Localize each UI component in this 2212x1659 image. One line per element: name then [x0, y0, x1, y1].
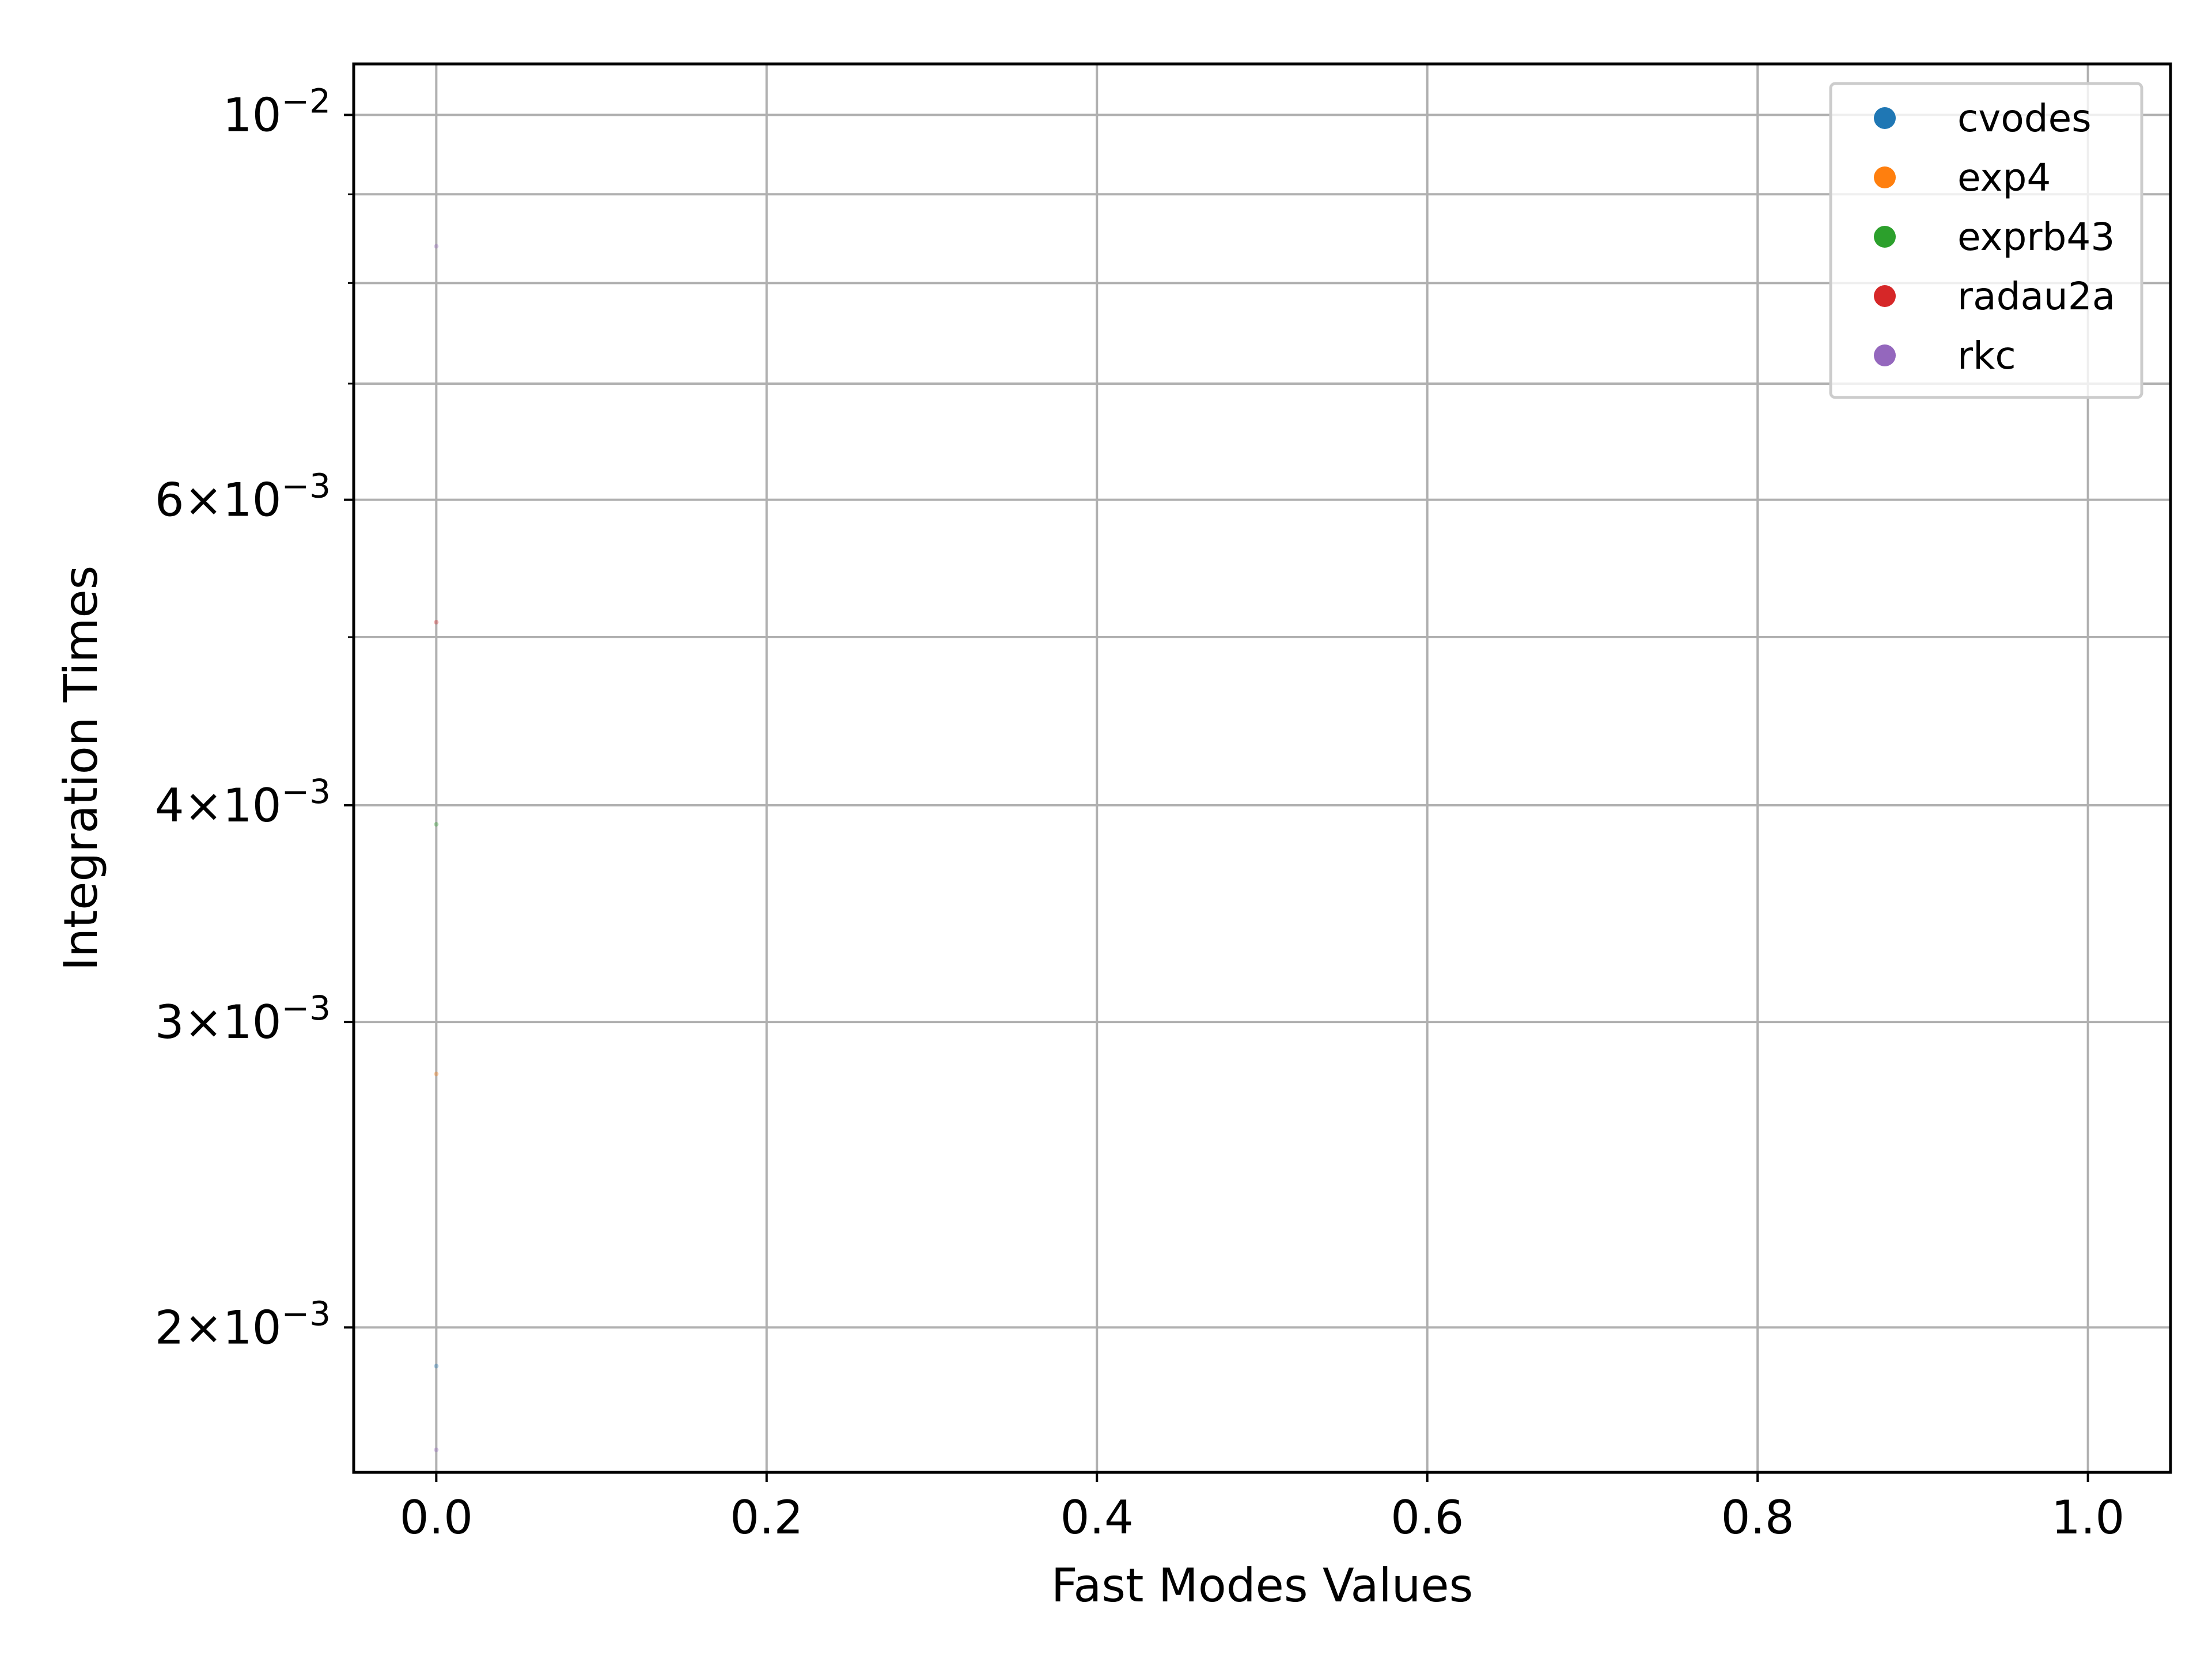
- legend-marker-radau2a: [1874, 285, 1896, 307]
- data-point-exp4: [434, 1071, 439, 1077]
- data-point-exprb43: [434, 821, 439, 827]
- y-tick-label: 6×10−3: [155, 467, 331, 527]
- legend-label-radau2a: radau2a: [1957, 274, 2115, 319]
- data-point-radau2a: [434, 620, 439, 625]
- x-tick-label: 0.6: [1391, 1491, 1464, 1544]
- y-tick-label: 3×10−3: [155, 988, 331, 1049]
- data-point-cvodes: [434, 1363, 439, 1369]
- legend-label-exp4: exp4: [1957, 156, 2051, 200]
- legend-marker-rkc: [1874, 344, 1896, 366]
- plot-frame: [352, 62, 2172, 1474]
- legend-marker-cvodes: [1874, 107, 1896, 129]
- x-tick-label: 0.0: [400, 1491, 473, 1544]
- legend-marker-exprb43: [1874, 226, 1896, 248]
- ticks-layer: 0.0 0.2 0.4 0.6 0.8 1.0 10−2 6×10−3 4×10−3 3×10−3…: [155, 81, 2124, 1544]
- y-tick-label: 10−2: [223, 81, 331, 142]
- data-point-rkc: [434, 244, 439, 249]
- y-tick-label: 4×10−3: [155, 772, 331, 832]
- legend-box: [1829, 82, 2143, 399]
- x-tick-label: 0.8: [1721, 1491, 1794, 1544]
- x-axis-label: Fast Modes Values: [1051, 1559, 1474, 1612]
- y-tick-label: 2×10−3: [155, 1294, 331, 1354]
- x-tick-label: 0.4: [1060, 1491, 1134, 1544]
- legend: cvodes exp4 exprb43 radau2a rkc: [1829, 82, 2143, 399]
- legend-label-exprb43: exprb43: [1957, 215, 2115, 259]
- y-axis-label: Integration Times: [54, 566, 108, 971]
- x-tick-label: 1.0: [2051, 1491, 2124, 1544]
- legend-marker-exp4: [1874, 166, 1896, 188]
- legend-label-rkc: rkc: [1957, 334, 2016, 378]
- legend-label-cvodes: cvodes: [1957, 96, 2092, 141]
- x-tick-label: 0.2: [730, 1491, 803, 1544]
- data-point-rkc: [434, 1447, 439, 1452]
- points-layer: [434, 244, 439, 1452]
